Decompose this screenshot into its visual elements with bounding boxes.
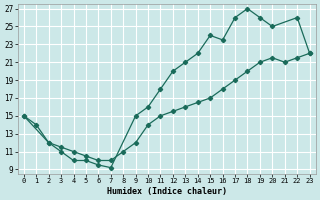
X-axis label: Humidex (Indice chaleur): Humidex (Indice chaleur) [107,187,227,196]
